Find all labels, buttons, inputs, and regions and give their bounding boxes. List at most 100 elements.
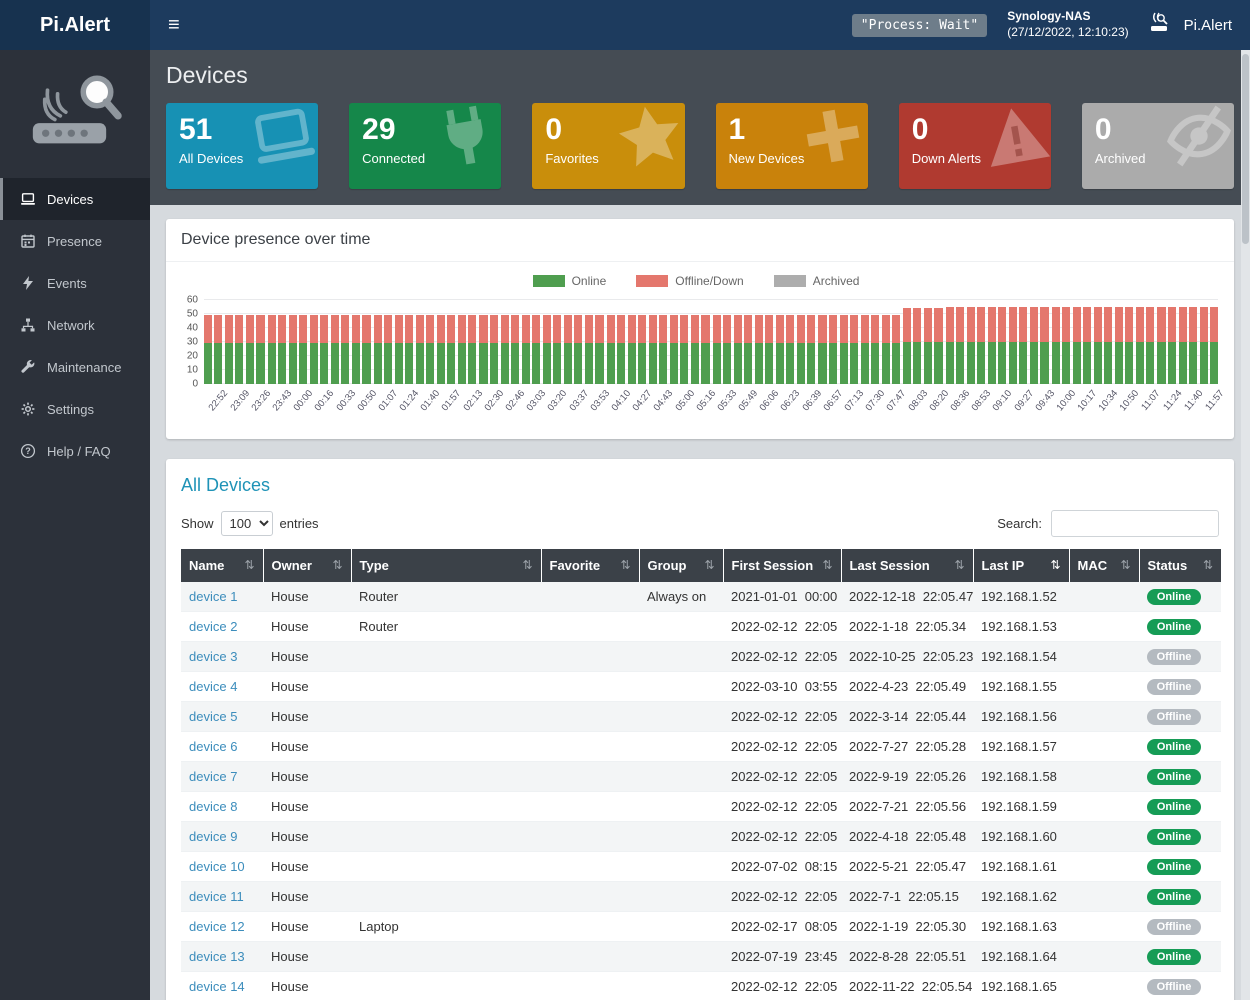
sort-icon: ⇅ <box>1050 558 1061 572</box>
chart-bar <box>1115 300 1134 384</box>
legend-label: Online <box>571 274 607 288</box>
cell-favorite <box>541 911 639 942</box>
summary-value: 0 <box>1094 113 1112 146</box>
summary-value: 0 <box>545 113 563 146</box>
device-link[interactable]: device 8 <box>189 799 238 814</box>
summary-box-archived[interactable]: 0 Archived <box>1081 103 1235 189</box>
chart-bar <box>246 300 265 384</box>
legend-swatch <box>773 275 806 287</box>
sidebar-item-maintenance[interactable]: Maintenance <box>0 346 150 388</box>
cell-owner: House <box>263 851 351 882</box>
chart-bar <box>670 300 689 384</box>
chart-bar <box>1072 300 1091 384</box>
status-badge: Offline <box>1147 649 1201 665</box>
summary-box-new-devices[interactable]: 1 New Devices <box>715 103 868 189</box>
summary-box-connected[interactable]: 29 Connected <box>349 103 502 189</box>
summary-box-down-alerts[interactable]: 0 Down Alerts <box>898 103 1051 189</box>
column-header-last-session[interactable]: Last Session ⇅ <box>840 549 973 582</box>
column-header-owner[interactable]: Owner ⇅ <box>262 549 351 582</box>
chart-bar <box>458 300 477 384</box>
sidebar: Devices Presence Events Network Maintenance S… <box>0 50 150 1000</box>
sidebar-item-devices[interactable]: Devices <box>0 178 150 220</box>
cell-group <box>639 671 723 702</box>
legend-item-online[interactable]: Online <box>532 274 607 288</box>
column-header-group[interactable]: Group ⇅ <box>638 549 723 582</box>
scrollbar-thumb[interactable] <box>1242 54 1249 244</box>
cell-favorite <box>541 851 639 882</box>
sidebar-item-help-faq[interactable]: ? Help / FAQ <box>0 430 150 472</box>
device-link[interactable]: device 5 <box>189 709 238 724</box>
chart-bar <box>204 300 223 384</box>
cell-name: device 8 <box>181 791 263 822</box>
cell-last-session: 2022-5-21 22:05.47 <box>841 851 973 882</box>
device-link[interactable]: device 13 <box>189 949 245 964</box>
cell-status: Offline <box>1139 971 1221 1000</box>
device-link[interactable]: device 1 <box>189 589 238 604</box>
status-badge: Offline <box>1147 919 1201 935</box>
cell-type: Router <box>351 611 541 642</box>
sidebar-item-label: Devices <box>47 191 94 207</box>
device-link[interactable]: device 11 <box>189 889 244 904</box>
calendar-icon <box>20 233 36 249</box>
sidebar-item-presence[interactable]: Presence <box>0 220 150 262</box>
cell-favorite <box>541 941 639 972</box>
cell-mac <box>1069 911 1139 942</box>
cell-status: Online <box>1139 611 1221 642</box>
cell-last-ip: 192.168.1.57 <box>973 731 1069 762</box>
summary-box-all-devices[interactable]: 51 All Devices <box>166 103 319 189</box>
device-link[interactable]: device 9 <box>189 829 238 844</box>
chart-y-axis: 0 10 20 30 40 50 60 <box>174 295 204 390</box>
cell-group <box>639 731 723 762</box>
cell-first-session: 2022-02-17 08:05 <box>723 911 841 942</box>
cell-name: device 5 <box>181 701 263 732</box>
chart-bar <box>585 300 604 384</box>
column-header-name[interactable]: Name ⇅ <box>181 549 263 582</box>
cell-name: device 3 <box>181 641 263 672</box>
cell-status: Online <box>1139 582 1221 612</box>
app-name-block[interactable]: Pi.Alert <box>1149 12 1232 38</box>
sidebar-toggle-icon[interactable]: ≡ <box>168 13 180 36</box>
column-header-type[interactable]: Type ⇅ <box>350 549 541 582</box>
column-header-last-ip[interactable]: Last IP ⇅ <box>972 549 1069 582</box>
y-tick-label: 0 <box>192 378 198 390</box>
device-link[interactable]: device 12 <box>189 919 245 934</box>
host-name: Synology-NAS <box>1007 9 1091 24</box>
legend-item-archived[interactable]: Archived <box>773 274 859 288</box>
bolt-icon <box>20 275 36 291</box>
device-link[interactable]: device 6 <box>189 739 238 754</box>
device-link[interactable]: device 4 <box>189 679 238 694</box>
column-header-status[interactable]: Status ⇅ <box>1138 549 1221 582</box>
brand-logo[interactable]: Pi.Alert <box>0 0 150 50</box>
summary-box-favorites[interactable]: 0 Favorites <box>532 103 685 189</box>
cell-mac <box>1069 701 1139 732</box>
sort-icon: ⇅ <box>954 558 965 572</box>
device-link[interactable]: device 14 <box>189 979 245 994</box>
sidebar-item-events[interactable]: Events <box>0 262 150 304</box>
chart-bar <box>394 300 413 384</box>
cell-favorite <box>541 731 639 762</box>
star-icon <box>611 103 684 174</box>
column-header-first-session[interactable]: First Session ⇅ <box>722 549 841 582</box>
column-label: Last Session <box>849 558 930 573</box>
device-link[interactable]: device 7 <box>189 769 238 784</box>
chart-bar <box>543 300 562 384</box>
main-content: Devices 51 All Devices 29 Connected 0 Favorit… <box>150 50 1250 1000</box>
cell-owner: House <box>263 911 351 942</box>
cell-first-session: 2022-02-12 22:05 <box>723 881 841 912</box>
search-input[interactable] <box>1051 510 1219 537</box>
column-header-favorite[interactable]: Favorite ⇅ <box>540 549 639 582</box>
summary-boxes: 51 All Devices 29 Connected 0 Favorites 1 New D… <box>166 103 1235 189</box>
cell-name: device 12 <box>181 911 263 942</box>
device-link[interactable]: device 3 <box>189 649 238 664</box>
device-link[interactable]: device 10 <box>189 859 245 874</box>
sidebar-item-settings[interactable]: Settings <box>0 388 150 430</box>
question-icon: ? <box>20 443 36 459</box>
sidebar-item-network[interactable]: Network <box>0 304 150 346</box>
chart-bar <box>733 300 752 384</box>
cell-status: Offline <box>1139 671 1221 702</box>
cell-mac <box>1069 881 1139 912</box>
legend-item-offline-down[interactable]: Offline/Down <box>636 274 744 288</box>
page-length-select[interactable]: 100 <box>220 511 273 536</box>
device-link[interactable]: device 2 <box>189 619 238 634</box>
column-header-mac[interactable]: MAC ⇅ <box>1068 549 1139 582</box>
